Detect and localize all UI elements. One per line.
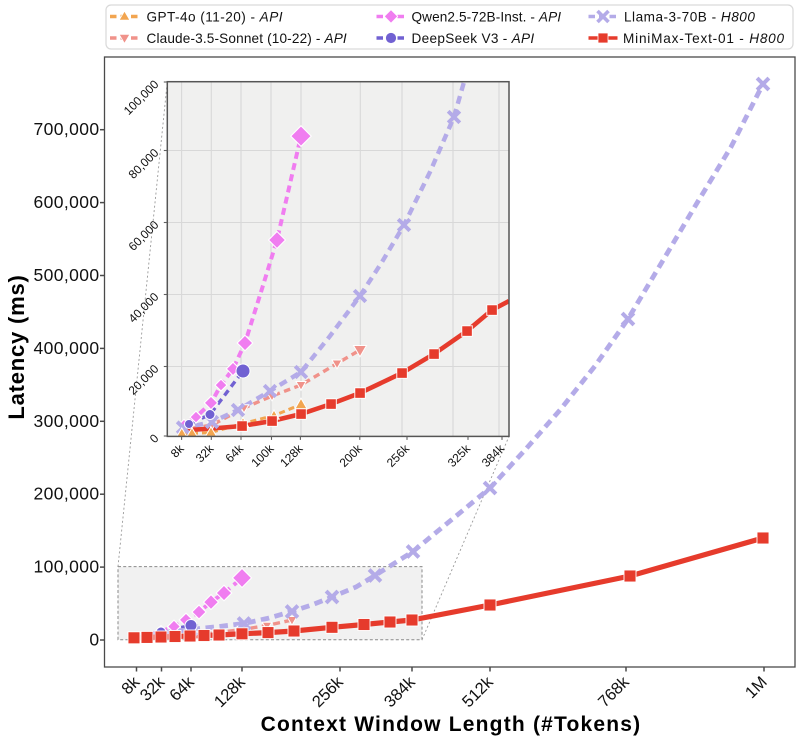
svg-text:500,000: 500,000 bbox=[33, 265, 99, 285]
svg-text:Context Window Length (#Tokens: Context Window Length (#Tokens) bbox=[261, 713, 642, 736]
svg-text:Claude-3.5-Sonnet (10-22) - AP: Claude-3.5-Sonnet (10-22) - API bbox=[147, 31, 347, 46]
svg-text:100,000: 100,000 bbox=[33, 557, 99, 577]
svg-text:Latency (ms): Latency (ms) bbox=[4, 274, 29, 419]
svg-text:700,000: 700,000 bbox=[33, 119, 99, 139]
svg-text:MiniMax-Text-01 - H800: MiniMax-Text-01 - H800 bbox=[623, 31, 785, 46]
svg-text:DeepSeek V3 - API: DeepSeek V3 - API bbox=[412, 31, 535, 46]
svg-text:200,000: 200,000 bbox=[33, 484, 99, 504]
svg-text:Qwen2.5-72B-Inst. - API: Qwen2.5-72B-Inst. - API bbox=[412, 9, 562, 24]
svg-text:400,000: 400,000 bbox=[33, 338, 99, 358]
svg-text:300,000: 300,000 bbox=[33, 411, 99, 431]
svg-text:600,000: 600,000 bbox=[33, 192, 99, 212]
svg-text:GPT-4o (11-20) - API: GPT-4o (11-20) - API bbox=[147, 9, 283, 24]
svg-text:0: 0 bbox=[89, 630, 99, 650]
svg-text:Llama-3-70B - H800: Llama-3-70B - H800 bbox=[624, 9, 755, 24]
